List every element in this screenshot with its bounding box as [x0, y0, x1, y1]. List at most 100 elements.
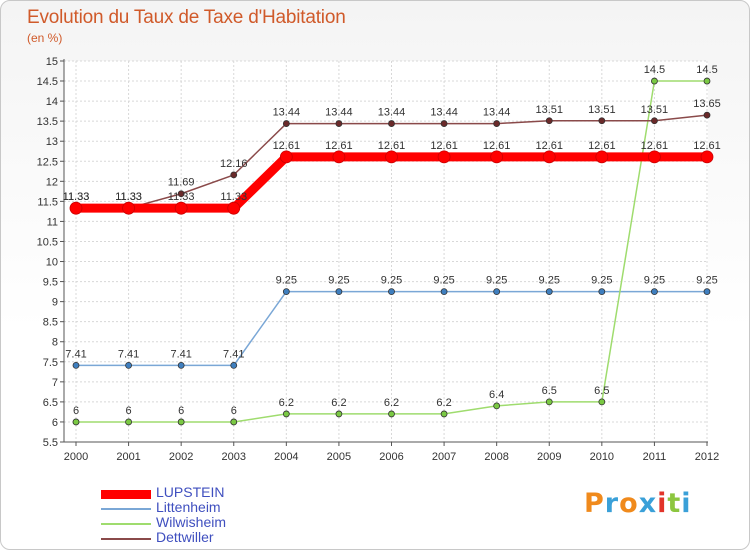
- data-point: [703, 111, 711, 119]
- data-label: 6.2: [331, 397, 346, 409]
- x-tick-label: 2004: [274, 451, 298, 463]
- logo-letter: o: [619, 488, 639, 519]
- y-tick-label: 13: [46, 136, 58, 148]
- data-label: 6: [178, 405, 184, 417]
- data-label: 12.61: [273, 140, 301, 152]
- y-tick-label: 9.5: [43, 277, 58, 289]
- data-label: 12.61: [641, 140, 669, 152]
- data-label: 6.2: [384, 397, 399, 409]
- data-point: [545, 398, 553, 406]
- data-point: [177, 190, 185, 198]
- y-tick-label: 6: [52, 417, 58, 429]
- data-point: [651, 117, 658, 125]
- data-point: [230, 418, 238, 426]
- x-tick-label: 2008: [484, 451, 508, 463]
- y-tick-label: 11: [47, 216, 58, 228]
- logo-letter: x: [638, 488, 658, 519]
- data-point: [335, 410, 343, 418]
- data-point: [651, 77, 658, 85]
- logo-letter: i: [681, 488, 692, 519]
- data-point: [125, 361, 132, 369]
- legend-label: Dettwiller: [156, 529, 214, 545]
- data-label: 12.61: [693, 140, 721, 152]
- y-tick-label: 6.5: [43, 397, 58, 409]
- data-point: [440, 410, 448, 418]
- legend-swatch: [101, 522, 151, 525]
- data-label: 12.61: [483, 140, 511, 152]
- y-tick-label: 14.5: [37, 76, 58, 88]
- chart-title: Evolution du Taux de Taxe d'Habitation: [27, 7, 346, 28]
- data-label: 9.25: [486, 275, 507, 287]
- data-point: [545, 117, 553, 125]
- y-tick-label: 9: [52, 297, 58, 309]
- data-point: [282, 288, 290, 296]
- data-label: 14.5: [696, 64, 717, 76]
- legend-swatch: [101, 489, 151, 499]
- logo-letter: i: [657, 488, 668, 519]
- data-point: [490, 150, 504, 164]
- data-label: 6.5: [542, 385, 557, 397]
- data-label: 9.25: [276, 275, 297, 287]
- data-point: [388, 120, 395, 127]
- y-tick-label: 12: [46, 176, 58, 188]
- data-label: 13.51: [535, 104, 563, 116]
- data-label: 6.2: [436, 397, 451, 409]
- data-point: [493, 120, 501, 127]
- data-point: [703, 288, 711, 296]
- data-point: [125, 418, 132, 426]
- data-label: 9.25: [591, 275, 612, 287]
- data-label: 12.61: [325, 140, 353, 152]
- data-point: [648, 150, 661, 164]
- data-point: [598, 117, 606, 125]
- data-point: [335, 120, 343, 127]
- data-point: [598, 288, 606, 296]
- data-point: [700, 150, 714, 164]
- data-label: 13.51: [588, 104, 616, 116]
- data-point: [279, 150, 293, 164]
- data-point: [230, 171, 238, 179]
- data-point: [282, 120, 290, 127]
- data-point: [332, 150, 346, 164]
- legend-item-littenheim: Littenheim: [101, 499, 301, 516]
- data-label: 13.44: [325, 107, 353, 119]
- y-tick-label: 5.5: [43, 437, 58, 449]
- data-label: 6: [231, 405, 237, 417]
- data-point: [388, 410, 395, 418]
- logo-letter: P: [584, 488, 605, 519]
- data-point: [545, 288, 553, 296]
- data-label: 6: [73, 405, 79, 417]
- data-label: 6.2: [279, 397, 294, 409]
- data-point: [282, 410, 290, 418]
- logo-letter: r: [604, 488, 620, 519]
- data-point: [72, 361, 80, 369]
- chart-subtitle: (en %): [27, 31, 63, 45]
- x-tick-label: 2005: [327, 451, 351, 463]
- plot-area: [64, 61, 708, 442]
- y-tick-label: 10: [46, 257, 58, 269]
- data-label: 6: [126, 405, 132, 417]
- legend-item-dettwiller: Dettwiller: [101, 529, 301, 546]
- data-label: 9.25: [539, 275, 560, 287]
- data-point: [493, 288, 501, 296]
- data-point: [651, 288, 658, 296]
- data-label: 11.33: [115, 191, 142, 203]
- data-label: 6.4: [489, 389, 504, 401]
- data-label: 13.65: [693, 98, 721, 110]
- data-label: 6.5: [594, 385, 609, 397]
- data-label: 12.61: [430, 140, 458, 152]
- data-point: [437, 150, 451, 164]
- data-label: 7.41: [65, 348, 86, 360]
- data-label: 9.25: [328, 275, 349, 287]
- legend-label: Littenheim: [156, 499, 221, 515]
- data-label: 13.44: [483, 107, 511, 119]
- y-tick-label: 13.5: [37, 116, 58, 128]
- data-point: [230, 361, 238, 369]
- data-label: 12.61: [378, 140, 406, 152]
- proxiti-logo: Proxiti: [584, 488, 692, 519]
- data-point: [335, 288, 343, 296]
- data-label: 14.5: [644, 64, 665, 76]
- data-label: 13.44: [273, 107, 301, 119]
- legend-label: LUPSTEIN: [156, 484, 225, 500]
